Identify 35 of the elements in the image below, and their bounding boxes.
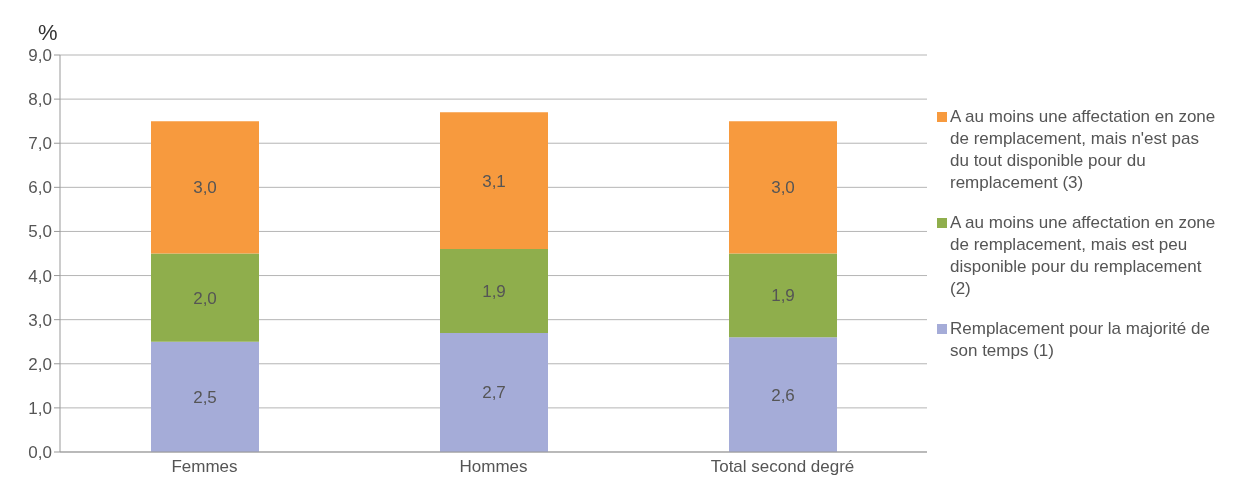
data-label: 3,0: [771, 178, 795, 198]
data-label: 1,9: [771, 286, 795, 306]
y-tick-label: 8,0: [28, 90, 52, 110]
y-tick-label: 3,0: [28, 310, 52, 330]
y-tick-label: 4,0: [28, 266, 52, 286]
x-tick-label: Femmes: [171, 457, 238, 477]
data-label: 2,0: [193, 288, 217, 308]
bar: [729, 253, 837, 338]
y-tick-label: 7,0: [28, 134, 52, 154]
y-tick-label: 1,0: [28, 398, 52, 418]
bar: [440, 249, 548, 333]
x-tick-label: Hommes: [459, 457, 528, 477]
bar: [729, 121, 837, 254]
data-label: 2,5: [193, 387, 217, 407]
bar: [440, 112, 548, 250]
legend-label: A au moins une affectation en zone de remplacement, mais est peu disponible pour du remplacement (2): [950, 212, 1217, 300]
legend-label: Remplacement pour la majorité de son temps (1): [950, 318, 1211, 362]
bar: [151, 121, 259, 254]
legend-label: A au moins une affectation en zone de remplacement, mais n'est pas du tout disponible pour du remplacement (3): [950, 106, 1217, 194]
bar: [440, 332, 548, 452]
bar: [151, 341, 259, 452]
y-tick-label: 2,0: [28, 354, 52, 374]
x-tick-label: Total second degré: [710, 457, 855, 477]
y-tick-label: 5,0: [28, 222, 52, 242]
data-label: 2,7: [482, 383, 506, 403]
data-label: 3,1: [482, 171, 506, 191]
bar: [151, 253, 259, 342]
data-label: 2,6: [771, 385, 795, 405]
y-tick-label: 6,0: [28, 178, 52, 198]
y-tick-label: 0,0: [28, 443, 52, 463]
bar: [729, 337, 837, 452]
data-label: 3,0: [193, 178, 217, 198]
y-tick-label: 9,0: [28, 46, 52, 66]
y-axis-title: %: [38, 20, 58, 46]
data-label: 1,9: [482, 282, 506, 302]
